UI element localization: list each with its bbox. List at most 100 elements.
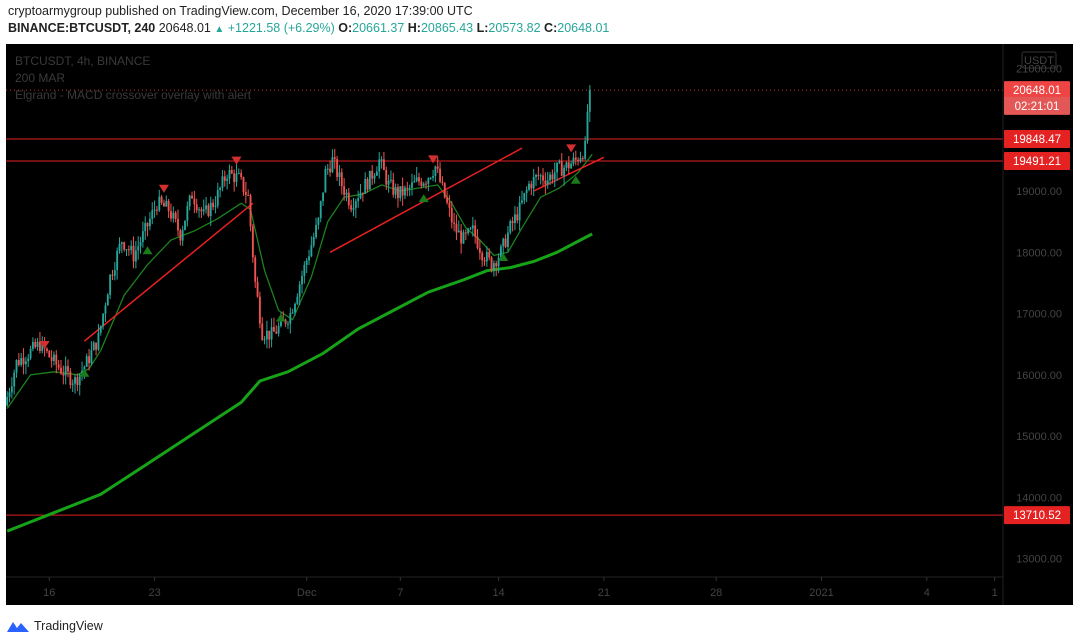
candle-body [542,175,544,181]
candle-body [373,175,376,179]
brand-name[interactable]: TradingView [34,619,103,633]
candle-body [177,218,179,231]
candle-body [294,303,296,313]
candle-body [118,243,121,251]
candle-body [36,341,39,348]
candle-body [88,356,91,364]
candle-body [97,332,100,350]
candle-body [172,212,175,219]
x-tick-label: 16 [43,587,55,599]
candle-body [497,257,500,267]
candle-body [523,193,526,201]
candle-body [446,197,449,203]
candle-body [280,318,282,327]
price-tag [1004,506,1070,525]
candle-body [413,181,416,183]
candle-body [212,202,215,207]
buy-marker-icon [142,246,153,255]
candle-body [558,161,561,163]
candle-body [478,248,481,253]
candle-body [144,223,147,232]
candle-body [549,174,551,181]
signal-markers [39,144,581,377]
candle-body [69,371,72,385]
candle-body [24,361,27,365]
x-tick-label: 1 [992,587,998,599]
sell-marker-icon [231,156,242,165]
candle-body [389,179,392,181]
candle-body [301,275,303,285]
candle-body [186,206,189,221]
candle-body [581,158,584,160]
candle-body [308,256,310,261]
candle-body [530,183,533,189]
candle-body [244,192,247,196]
x-tick-label: 23 [148,587,160,599]
candle-body [441,181,444,183]
y-tick-label: 14000.00 [1016,492,1062,504]
buy-marker-icon [570,175,581,184]
x-tick-label: 21 [598,587,610,599]
tradingview-logo-icon [7,622,29,632]
candle-body [123,242,126,250]
candle-body [216,190,219,206]
buy-marker-icon [418,194,429,203]
ohlc-line: BINANCE:BTCUSDT, 240 20648.01 ▲ +1221.58… [8,20,1068,38]
publisher-name[interactable]: cryptoarmygroup [8,4,102,18]
candle-body [78,374,81,386]
candle-body [574,157,577,160]
sell-marker-icon [158,184,169,193]
candle-body [92,342,95,351]
candle-body [151,210,154,219]
moving-averages [6,153,593,533]
candle-body [298,284,301,297]
candle-body [174,212,177,219]
candle-body [127,249,130,251]
close-label: C: [544,21,558,35]
horizontal-levels [6,89,1003,516]
candle-body [102,313,105,326]
candle-body [570,163,573,169]
candle-body [22,357,25,365]
candle-body [476,236,479,249]
candle-body [184,220,186,230]
low-label: L: [476,21,489,35]
candle-body [251,226,254,258]
candle-body [528,183,530,190]
candle-body [537,174,540,176]
candle-body [235,173,238,183]
candle-body [532,176,535,189]
x-tick-label: 7 [397,587,403,599]
symbol-label: BINANCE:BTCUSDT, 240 [8,21,156,35]
y-tick-label: 21000.00 [1016,64,1062,76]
candle-body [277,326,280,334]
candle-body [62,373,65,376]
candle-body [460,230,463,244]
price-chart[interactable]: BTCUSDT, 4h, BINANCE 200 MAR Elgrand - MAC… [6,44,1073,605]
candle-body [60,367,62,374]
candle-body [450,207,453,223]
candle-body [546,180,549,185]
candle-body [284,319,287,324]
trendlines [83,147,605,342]
candle-body [268,330,271,340]
candle-body [256,281,259,297]
candle-body [525,189,528,194]
currency-box [1021,51,1057,69]
candle-body [34,341,37,348]
candle-body [368,170,371,190]
candle-body [317,218,320,225]
candle-body [340,172,343,187]
sell-marker-icon [428,155,439,164]
chart-area[interactable]: BTCUSDT, 4h, BINANCE 200 MAR Elgrand - MAC… [6,44,1073,605]
y-tick-label: 16000.00 [1016,370,1062,382]
candle-body [329,168,332,173]
candle-body [511,221,514,224]
price-tag-label: 13710.52 [1013,510,1061,522]
candle-body [502,238,505,247]
candle-body [375,171,378,176]
candle-body [38,341,41,351]
candle-body [193,198,196,205]
candle-body [141,231,144,243]
candle-body [333,157,336,160]
